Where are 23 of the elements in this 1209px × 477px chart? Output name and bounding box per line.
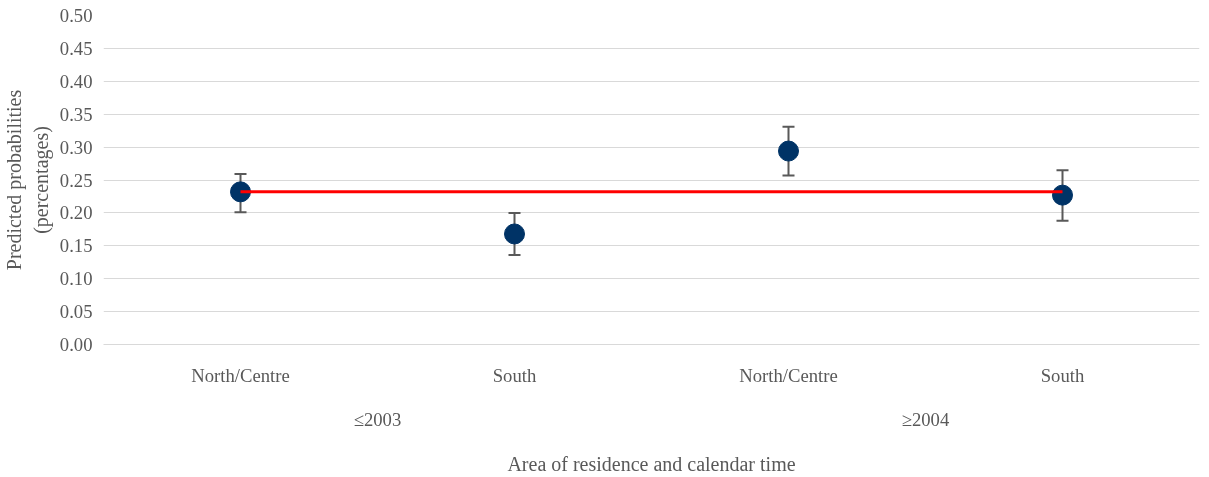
y-tick-label: 0.05 [59,301,93,323]
x-tick-label: North/Centre [191,364,290,386]
text: ≤2003 [353,408,402,430]
point [1052,184,1073,206]
y-tick-label: 0.30 [59,136,93,158]
text: ≥2004 [901,408,950,430]
x-axis-title: Area of residence and calendar time [507,452,796,475]
x-tick-label: North/Centre [739,364,838,386]
y-tick-label: 0.15 [59,235,93,257]
y-tick-label: 0.45 [59,37,93,59]
y-tick-label: 0.40 [59,70,93,92]
point [504,223,525,245]
x-tick-label: South [492,364,537,386]
x-tick-label: South [1040,364,1085,386]
y-axis-title: Predicted probabilities (percentages) [3,89,53,271]
point [778,140,799,162]
point [230,181,251,203]
y-tick-label: 0.35 [59,103,93,125]
y-tick-label: 0.10 [59,268,93,290]
y-tick-label: 0.25 [59,169,93,191]
y-tick-label: 0.50 [59,5,93,26]
y-tick-label: 0.00 [59,334,93,355]
y-tick-label: 0.20 [59,202,93,224]
